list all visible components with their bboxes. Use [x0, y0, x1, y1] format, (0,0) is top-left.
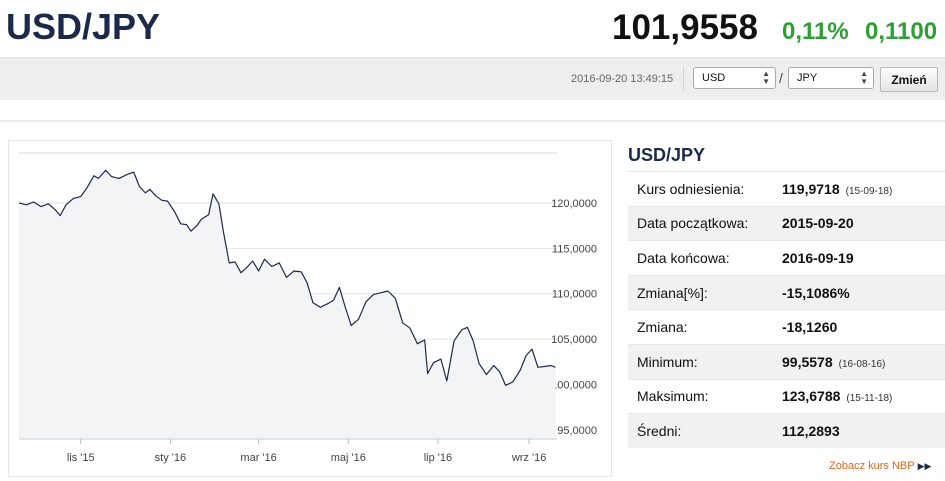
- x-tick-label: mar '16: [240, 452, 276, 464]
- stats-value: 2015-09-20: [782, 215, 854, 232]
- stats-label: Kurs odniesienia:: [628, 171, 782, 207]
- series-area: [19, 170, 556, 440]
- y-tick-label: 100,0000: [551, 380, 597, 392]
- stats-value-cell: 2016-09-19: [782, 240, 945, 276]
- currency-separator: /: [779, 70, 783, 86]
- stats-label: Zmiana[%]:: [628, 274, 782, 310]
- quote-currency-value: JPY: [797, 72, 818, 84]
- x-tick-label: lis '15: [67, 452, 95, 464]
- chart-container: 95,0000 100,0000 105,0000 110,0000 115,0000 1…: [8, 140, 612, 477]
- stats-value-cell: 112,2893: [782, 413, 945, 449]
- stats-value-cell: -18,1260: [782, 309, 945, 345]
- stats-table: Kurs odniesienia: 119,9718 (15-09-18) Data …: [628, 171, 945, 449]
- quote-currency-select[interactable]: JPY ▲ ▼: [788, 67, 874, 89]
- stats-value: 112,2893: [782, 423, 840, 440]
- current-rate: 101,9558: [612, 8, 758, 47]
- y-tick-label: 95,0000: [557, 425, 597, 437]
- stats-value: 119,9718: [782, 180, 840, 197]
- y-tick-label: 110,0000: [552, 289, 597, 301]
- stats-value-cell: 99,5578 (16-08-16): [782, 343, 945, 380]
- stats-row: Zmiana: -18,1260: [628, 309, 945, 345]
- change-percent: 0,11%: [782, 18, 849, 45]
- y-tick-label: 105,0000: [551, 334, 597, 346]
- x-tick-label: lip '16: [424, 452, 452, 464]
- timestamp: 2016-09-20 13:49:15: [571, 73, 674, 85]
- base-currency-value: USD: [702, 72, 726, 84]
- stats-value: -15,1086%: [782, 284, 850, 301]
- y-tick-label: 120,0000: [551, 198, 597, 210]
- stats-label: Maksimum:: [628, 378, 782, 414]
- select-arrows-icon: ▲ ▼: [762, 69, 770, 86]
- currency-toolbar: 2016-09-20 13:49:15 USD ▲ ▼ / JPY ▲ ▼ Zmie…: [0, 57, 945, 100]
- stats-row: Zmiana[%]: -15,1086%: [628, 274, 945, 310]
- stats-value: 123,6788: [782, 388, 841, 405]
- stats-row: Maksimum: 123,6788 (15-11-18): [628, 378, 945, 414]
- stats-row: Data początkowa: 2015-09-20: [628, 205, 945, 241]
- change-absolute: 0,1100: [865, 18, 938, 45]
- stats-label: Średni:: [628, 413, 782, 449]
- stats-value: 99,5578: [782, 353, 833, 370]
- stats-value-cell: 119,9718 (15-09-18): [782, 171, 945, 207]
- currency-pair-title: USD/JPY: [6, 6, 161, 47]
- stats-row: Minimum: 99,5578 (16-08-16): [628, 343, 945, 380]
- x-tick-label: wrz '16: [511, 452, 547, 464]
- toolbar-divider: [683, 66, 684, 92]
- nbp-link-label: Zobacz kurs NBP: [829, 460, 915, 472]
- stats-row: Średni: 112,2893: [628, 413, 945, 449]
- stats-label: Data początkowa:: [628, 205, 782, 241]
- stats-label: Zmiana:: [628, 309, 782, 345]
- stats-row: Kurs odniesienia: 119,9718 (15-09-18): [628, 171, 945, 207]
- y-tick-label: 115,0000: [552, 243, 597, 255]
- x-tick-label: maj '16: [331, 452, 366, 464]
- stats-value: 2016-09-19: [782, 249, 854, 266]
- rate-chart: 95,0000 100,0000 105,0000 110,0000 115,0000 1…: [18, 152, 597, 464]
- stats-date: (15-09-18): [845, 185, 893, 197]
- stats-date: (15-11-18): [846, 393, 893, 405]
- section-divider: [0, 120, 945, 122]
- base-currency-select[interactable]: USD ▲ ▼: [693, 67, 776, 89]
- double-arrow-right-icon: ▶▶: [917, 461, 932, 471]
- stats-label: Data końcowa:: [628, 240, 782, 276]
- stats-value-cell: -15,1086%: [782, 274, 945, 310]
- select-arrows-icon: ▲ ▼: [860, 69, 868, 86]
- stats-date: (16-08-16): [838, 358, 886, 370]
- change-button[interactable]: Zmień: [880, 67, 938, 92]
- x-tick-label: sty '16: [155, 452, 186, 464]
- panel-title: USD/JPY: [628, 145, 706, 165]
- nbp-rate-link[interactable]: Zobacz kurs NBP ▶▶: [829, 460, 931, 472]
- stats-row: Data końcowa: 2016-09-19: [628, 240, 945, 276]
- stats-label: Minimum:: [628, 343, 782, 380]
- header: USD/JPY 101,9558 0,11% 0,1100: [0, 0, 945, 56]
- stats-value-cell: 123,6788 (15-11-18): [782, 378, 945, 414]
- series-line: [18, 169, 556, 386]
- stats-value: -18,1260: [782, 319, 838, 336]
- stats-value-cell: 2015-09-20: [782, 205, 945, 241]
